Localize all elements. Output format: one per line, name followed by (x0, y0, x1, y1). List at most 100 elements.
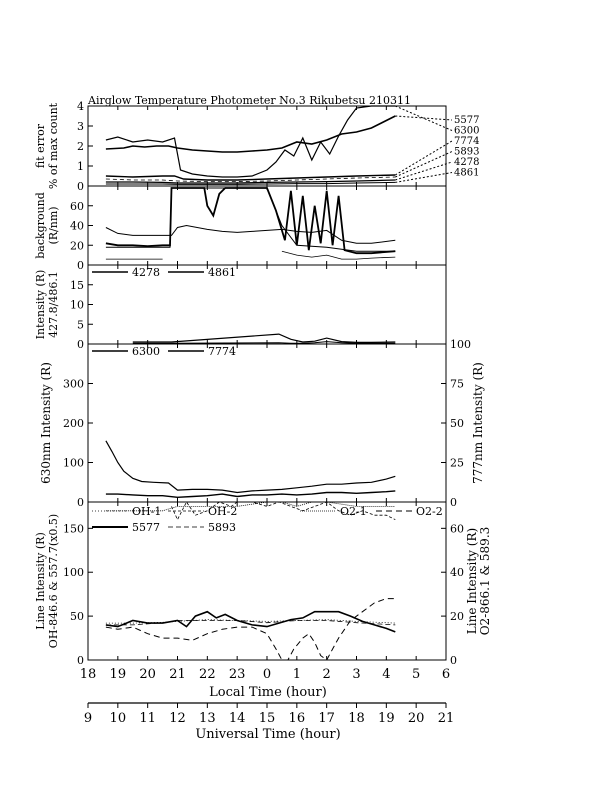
legend-leader (395, 115, 453, 121)
y-axis-label: % of max count (47, 102, 60, 189)
y2-axis-label: O2-866.1 & 589.3 (478, 527, 492, 636)
local-tick-label: 2 (323, 667, 331, 682)
y-tick-label: 0 (77, 496, 84, 509)
legend-label: OH-2 (208, 505, 237, 518)
y-tick-label: 2 (77, 140, 84, 153)
ut-tick-label: 10 (110, 711, 127, 726)
y-axis-label: Intensity (R) (34, 270, 47, 340)
legend-label: 5893 (208, 521, 236, 534)
y2-tick-label: 75 (450, 378, 464, 391)
series-c (105, 187, 396, 252)
y-tick-label: 1 (77, 160, 84, 173)
legend-leader (395, 161, 453, 181)
universal-time-label: Universal Time (hour) (195, 727, 340, 742)
series-4278 (105, 179, 396, 184)
y-tick-label: 3 (77, 120, 84, 133)
legend-leader (395, 151, 453, 178)
figure-title: Airglow Temperature Photometer No.3 Riku… (87, 94, 411, 107)
local-tick-label: 1 (293, 667, 301, 682)
panel-blue-intensity: 0 5 10 15 Intensity (R) 427.8/486.1 4278 4861 (34, 264, 447, 351)
y-axis-label: (R/nm) (47, 206, 60, 244)
series-4278 (132, 333, 396, 343)
legend-label: 4278 (454, 157, 479, 168)
series-d (281, 250, 396, 260)
y-axis-label: 427.8/486.1 (47, 271, 60, 338)
local-tick-label: 0 (263, 667, 271, 682)
ut-tick-label: 20 (408, 711, 425, 726)
legend-label: 4278 (132, 266, 160, 279)
legend-label: 5577 (132, 521, 160, 534)
legend-label: 5893 (454, 147, 479, 158)
y-tick-label: 300 (63, 378, 84, 391)
series-OH-2 (171, 501, 396, 521)
y-tick-label: 20 (70, 239, 84, 252)
legend-label: 7774 (208, 345, 236, 358)
y-tick-label: 50 (70, 610, 84, 623)
series-a (105, 224, 396, 244)
y-axis-label: 630nm Intensity (R) (39, 362, 53, 484)
y2-tick-label: 0 (450, 496, 457, 509)
series-O2-2 (105, 598, 396, 661)
series-7774 (105, 174, 396, 181)
local-tick-label: 3 (352, 667, 360, 682)
local-tick-label: 23 (229, 667, 246, 682)
y-tick-label: 0 (77, 180, 84, 193)
y-tick-label: 15 (70, 279, 84, 292)
ut-tick-label: 13 (199, 711, 216, 726)
legend-label: 4861 (454, 168, 479, 179)
y-tick-label: 150 (63, 522, 84, 535)
y-tick-label: 0 (77, 338, 84, 351)
legend-label: O2-1 (340, 505, 367, 518)
y2-tick-label: 50 (450, 417, 464, 430)
series-6300 (105, 440, 396, 494)
panel-fit-error: 0 1 2 3 4 fit error% of max count 557763007774… (34, 100, 479, 193)
y2-tick-label: 0 (450, 654, 457, 667)
y-tick-label: 5 (77, 318, 84, 331)
y2-tick-label: 100 (450, 338, 471, 351)
y2-axis-label: 777nm Intensity (R) (471, 362, 485, 484)
legend-label: 5577 (454, 115, 479, 126)
legend-label: 4861 (208, 266, 236, 279)
series-7774 (105, 490, 396, 499)
legend-label: 6300 (132, 345, 160, 358)
ut-tick-label: 17 (318, 711, 335, 726)
legend-label: O2-2 (416, 505, 443, 518)
series-4861 (132, 341, 396, 344)
ut-tick-label: 14 (229, 711, 246, 726)
series-6300 (105, 105, 396, 178)
y-tick-label: 100 (63, 457, 84, 470)
y-tick-label: 0 (77, 654, 84, 667)
series-5893 (105, 620, 396, 626)
ut-tick-label: 19 (378, 711, 395, 726)
series-4861 (105, 181, 396, 185)
y-tick-label: 4 (77, 100, 84, 113)
local-tick-label: 6 (442, 667, 450, 682)
y-tick-label: 10 (70, 299, 84, 312)
local-tick-label: 19 (110, 667, 127, 682)
y2-tick-label: 25 (450, 457, 464, 470)
local-time-axis: 18 19 20 21 22 23 0 1 2 3 4 5 6 (80, 667, 450, 682)
local-tick-label: 21 (169, 667, 186, 682)
universal-time-axis: 9 10 11 12 13 14 15 16 17 18 19 20 21 (84, 702, 454, 726)
local-tick-label: 4 (382, 667, 390, 682)
legend-leader (395, 172, 453, 183)
y2-tick-label: 40 (450, 566, 464, 579)
y-tick-label: 40 (70, 220, 84, 233)
panel-frame (87, 343, 447, 503)
ut-tick-label: 12 (169, 711, 186, 726)
ut-tick-label: 11 (139, 711, 156, 726)
ut-tick-label: 16 (289, 711, 306, 726)
series-O2-1 (105, 501, 396, 512)
ut-tick-label: 9 (84, 711, 92, 726)
local-tick-label: 18 (80, 667, 97, 682)
ut-tick-label: 18 (348, 711, 365, 726)
local-tick-label: 20 (139, 667, 156, 682)
y-tick-label: 0 (77, 259, 84, 272)
y-tick-label: 60 (70, 200, 84, 213)
y-tick-label: 200 (63, 417, 84, 430)
series-b (105, 187, 396, 255)
legend-label: OH-1 (132, 505, 161, 518)
